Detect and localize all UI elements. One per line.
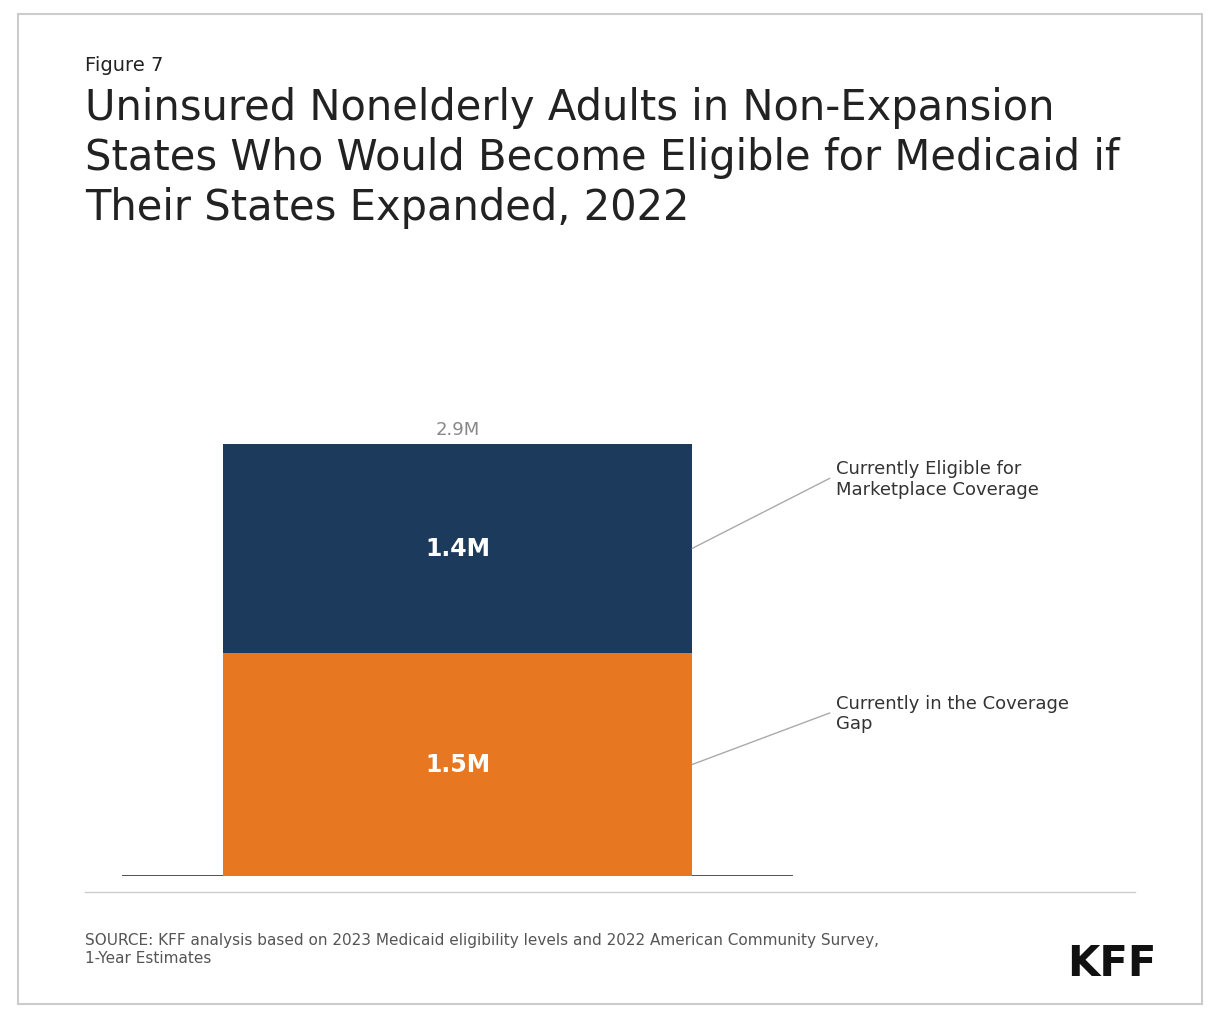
- Text: 1.5M: 1.5M: [425, 753, 490, 776]
- Text: Figure 7: Figure 7: [85, 56, 163, 75]
- Bar: [223, 653, 693, 876]
- Text: Currently Eligible for
Marketplace Coverage: Currently Eligible for Marketplace Cover…: [836, 460, 1038, 498]
- Bar: [223, 444, 693, 653]
- Text: KFF: KFF: [1068, 943, 1157, 984]
- Text: 2.9M: 2.9M: [436, 421, 479, 438]
- Text: Uninsured Nonelderly Adults in Non-Expansion
States Who Would Become Eligible fo: Uninsured Nonelderly Adults in Non-Expan…: [85, 87, 1120, 229]
- Text: 1.4M: 1.4M: [425, 537, 490, 560]
- Text: Currently in the Coverage
Gap: Currently in the Coverage Gap: [836, 694, 1069, 733]
- Text: SOURCE: KFF analysis based on 2023 Medicaid eligibility levels and 2022 American: SOURCE: KFF analysis based on 2023 Medic…: [85, 932, 880, 965]
